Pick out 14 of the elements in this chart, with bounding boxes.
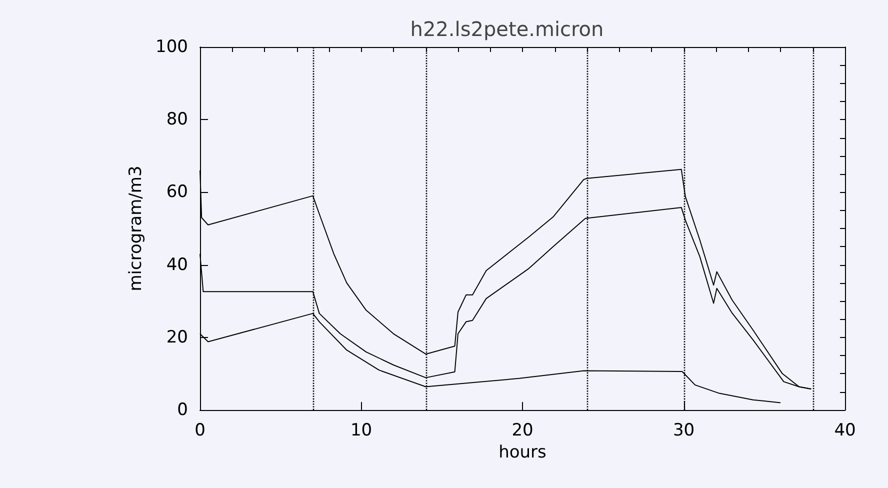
x-tick-label: 40 <box>834 420 856 440</box>
chart-title: h22.ls2pete.micron <box>410 17 604 41</box>
y-tick-label: 60 <box>166 182 188 202</box>
y-tick-label: 100 <box>156 37 188 57</box>
y-tick-label: 80 <box>166 110 188 130</box>
y-tick-label: 40 <box>166 254 188 275</box>
x-tick-label: 0 <box>194 420 206 440</box>
y-axis-title: microgram/m3 <box>126 166 146 292</box>
x-axis-title: hours <box>498 442 547 462</box>
x-tick-label: 10 <box>350 420 372 440</box>
y-tick-label: 0 <box>177 400 188 420</box>
x-tick-label: 30 <box>672 420 695 440</box>
x-tick-label: 20 <box>512 420 534 440</box>
y-tick-label: 20 <box>166 327 188 348</box>
